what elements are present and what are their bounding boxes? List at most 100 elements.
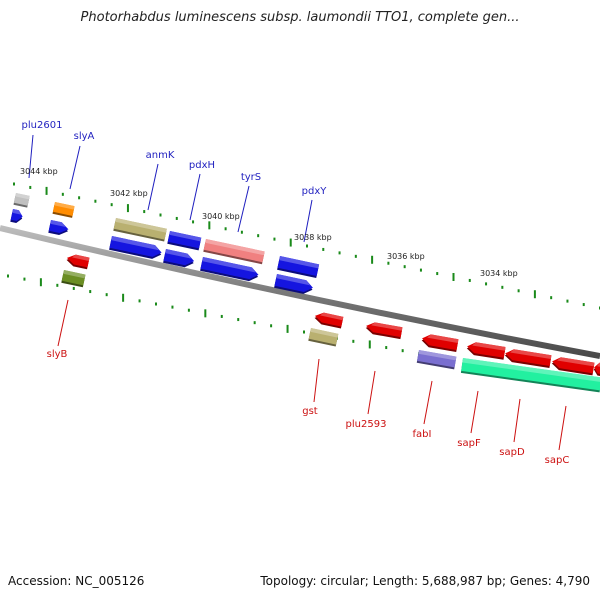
scale-tick [110, 203, 113, 207]
label-leaders [28, 134, 567, 451]
scale-tick [354, 254, 357, 258]
gene-features[interactable] [10, 193, 600, 393]
scale-tick [253, 321, 256, 325]
gene-slyB-arrow[interactable] [66, 253, 90, 270]
scale-tick [501, 285, 504, 289]
scale-tick [419, 268, 422, 272]
gene-sapC-arrow[interactable] [551, 356, 595, 376]
scale-label: 3042 kbp [110, 189, 148, 198]
gene-anmK-leader [147, 163, 159, 211]
scale-tick [517, 289, 520, 293]
gene-sapC-leader [558, 405, 567, 451]
gene-pdxH-label: pdxH [189, 160, 215, 171]
scale-tick [303, 330, 305, 334]
scale-tick [338, 251, 341, 255]
gene-pdxY-label: pdxY [302, 186, 328, 197]
gene-sapD-label: sapD [499, 447, 525, 458]
scale-tick [352, 339, 355, 343]
gene-sapD-arrow[interactable] [504, 348, 552, 369]
gene-plu2601-leader [28, 134, 34, 179]
scale-tick [23, 277, 26, 281]
scale-tick [122, 293, 125, 302]
gene-fabI-block[interactable] [416, 350, 457, 370]
gene-pdxY-arrow[interactable] [274, 274, 314, 296]
gene-plu2601-block[interactable] [13, 193, 30, 208]
gene-sapD-leader [513, 398, 521, 443]
gene-pdxY-block[interactable] [277, 256, 320, 279]
gene-fabI-arrow[interactable] [421, 333, 459, 353]
scale-tick [29, 185, 32, 189]
scale-tick [105, 293, 108, 297]
gene-slyA-block[interactable] [52, 202, 75, 218]
scale-tick [61, 192, 64, 196]
scale-tick [45, 186, 48, 195]
gene-tyrS-arrow[interactable] [200, 257, 260, 283]
scale-tick [155, 302, 157, 306]
gene-gst-arrow[interactable] [314, 311, 344, 329]
scale-tick [220, 314, 223, 318]
scale-tick [289, 238, 292, 247]
scale-tick [224, 227, 227, 231]
gene-anmK-block[interactable] [113, 218, 167, 242]
gene-pdxH-block[interactable] [167, 231, 202, 251]
scale-tick [566, 299, 569, 303]
scale-tick [452, 273, 455, 281]
gene-plu2593-leader [367, 370, 376, 415]
scale-tick [143, 210, 146, 214]
gene-sapC-label: sapC [545, 455, 570, 466]
scale-tick [13, 182, 15, 186]
scale-tick [371, 255, 374, 264]
gene-anmK-label: anmK [146, 150, 175, 161]
gene-pdxH-arrow[interactable] [163, 249, 195, 269]
gene-plu2593-arrow[interactable] [365, 321, 403, 340]
gene-slyB-block[interactable] [61, 270, 86, 288]
gene-gst-label: gst [302, 406, 318, 417]
scale-label: 3040 kbp [202, 212, 240, 221]
gene-plu2601-arrow[interactable] [10, 209, 23, 224]
genome-summary-text: Topology: circular; Length: 5,688,987 bp… [260, 574, 590, 588]
scale-tick [159, 213, 162, 217]
gene-sapF-arrow[interactable] [466, 341, 506, 360]
gene-plu2593-label: plu2593 [346, 419, 387, 430]
scale-tick [436, 272, 439, 276]
scale-tick [368, 340, 371, 349]
scale-tick [138, 299, 141, 303]
gene-sapF-label: sapF [457, 438, 481, 449]
scale-tick [306, 244, 308, 248]
scale-label: 3044 kbp [20, 167, 58, 176]
genome-backbone [0, 225, 600, 359]
scale-tick [78, 196, 81, 200]
gene-pdxY-leader [303, 199, 313, 243]
scale-tick [89, 290, 92, 294]
scale-tick [468, 278, 471, 282]
gene-slyB-label: slyB [47, 349, 68, 360]
gene-slyA-leader [69, 145, 81, 190]
scale-label: 3038 kbp [294, 233, 332, 242]
gene-anmK-arrow[interactable] [109, 236, 163, 261]
gene-sap-operon-block[interactable] [460, 358, 600, 393]
gene-gst-block[interactable] [308, 328, 339, 347]
scale-tick [533, 290, 536, 299]
scale-tick [56, 283, 59, 287]
gene-tyrS-leader [237, 185, 250, 233]
scale-tick [485, 282, 488, 286]
scale-label: 3036 kbp [387, 252, 425, 261]
scale-tick [192, 220, 195, 224]
gene-labels: 3044 kbp 3042 kbp 3040 kbp 3038 kbp 3036 kbp… [20, 120, 569, 466]
gene-pdxH-leader [189, 173, 201, 221]
scale-tick [322, 247, 325, 251]
gene-tyrS-block[interactable] [203, 239, 265, 265]
scale-tick [385, 346, 388, 350]
gene-slyA-label: slyA [74, 131, 95, 142]
scale-tick [204, 309, 207, 318]
gene-slyA-arrow[interactable] [48, 220, 69, 237]
scale-tick [72, 286, 75, 290]
scale-tick [237, 318, 240, 322]
gene-sapF-leader [470, 390, 479, 434]
gene-gst-leader [313, 358, 320, 403]
scale-tick [286, 324, 289, 333]
scale-tick [550, 296, 553, 300]
gene-fabI-leader [423, 380, 433, 425]
map-title: Photorhabdus luminescens subsp. laumondi… [80, 10, 520, 25]
